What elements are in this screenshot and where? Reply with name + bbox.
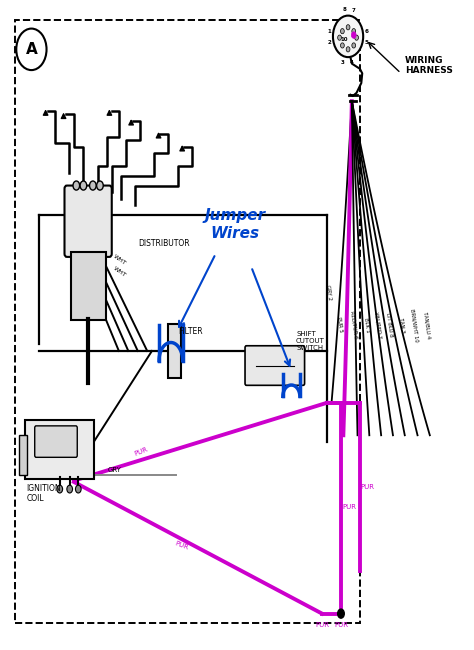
- FancyBboxPatch shape: [245, 346, 305, 385]
- FancyBboxPatch shape: [64, 185, 112, 257]
- Text: IGNITION
COIL: IGNITION COIL: [27, 484, 61, 503]
- Text: Jumper
Wires: Jumper Wires: [204, 208, 265, 240]
- Text: 6: 6: [365, 29, 368, 34]
- Text: LIT BLU 8: LIT BLU 8: [385, 313, 394, 337]
- Circle shape: [346, 25, 350, 30]
- Circle shape: [352, 43, 356, 48]
- FancyBboxPatch shape: [19, 435, 27, 475]
- Circle shape: [57, 485, 63, 493]
- Text: 4: 4: [350, 60, 354, 65]
- FancyBboxPatch shape: [167, 324, 181, 378]
- Text: WIRING
HARNESS: WIRING HARNESS: [405, 56, 453, 75]
- Text: 10: 10: [340, 37, 348, 42]
- Text: 1: 1: [327, 29, 331, 34]
- Circle shape: [90, 181, 96, 190]
- Circle shape: [340, 43, 344, 48]
- Text: A: A: [26, 42, 37, 57]
- Text: PUR: PUR: [315, 622, 329, 628]
- Circle shape: [355, 35, 358, 40]
- Text: PUR: PUR: [342, 504, 356, 510]
- Circle shape: [80, 181, 87, 190]
- Text: 2: 2: [327, 40, 331, 46]
- Text: 7: 7: [352, 8, 356, 13]
- Text: GRY 2: GRY 2: [325, 285, 332, 300]
- Bar: [15, 20, 360, 623]
- Text: TAN 3: TAN 3: [398, 317, 405, 333]
- Circle shape: [351, 32, 356, 38]
- Text: YEL/RED 7: YEL/RED 7: [374, 311, 382, 339]
- Text: 5: 5: [365, 40, 369, 46]
- FancyBboxPatch shape: [71, 252, 106, 320]
- Text: BLK 1: BLK 1: [363, 317, 370, 333]
- Text: PUR: PUR: [134, 447, 149, 458]
- Circle shape: [337, 35, 341, 40]
- Text: PUR: PUR: [361, 484, 375, 490]
- Text: 3: 3: [340, 60, 344, 65]
- FancyBboxPatch shape: [35, 426, 77, 458]
- Circle shape: [333, 16, 363, 57]
- Text: RED/PUR 6: RED/PUR 6: [350, 311, 359, 339]
- Text: TAN/BLU 4: TAN/BLU 4: [422, 311, 431, 339]
- Circle shape: [346, 47, 350, 52]
- Text: DISTRIBUTOR: DISTRIBUTOR: [138, 239, 190, 248]
- Text: BRN/WHT 10: BRN/WHT 10: [410, 308, 419, 342]
- Circle shape: [73, 181, 80, 190]
- Circle shape: [340, 29, 344, 34]
- Text: GRY: GRY: [107, 467, 121, 473]
- Text: FILTER: FILTER: [178, 327, 202, 336]
- Text: WHT: WHT: [113, 254, 128, 266]
- Text: WHT: WHT: [113, 266, 128, 278]
- Circle shape: [352, 29, 356, 34]
- Text: 8: 8: [342, 6, 346, 12]
- Text: PUR 5: PUR 5: [337, 317, 344, 333]
- Text: PUR: PUR: [173, 541, 189, 551]
- Circle shape: [75, 485, 81, 493]
- Text: PUR: PUR: [334, 622, 348, 628]
- Text: SHIFT
CUTOUT
SWITCH: SHIFT CUTOUT SWITCH: [296, 332, 325, 351]
- FancyBboxPatch shape: [25, 421, 94, 479]
- Circle shape: [97, 181, 103, 190]
- Circle shape: [67, 485, 73, 493]
- Circle shape: [337, 609, 344, 618]
